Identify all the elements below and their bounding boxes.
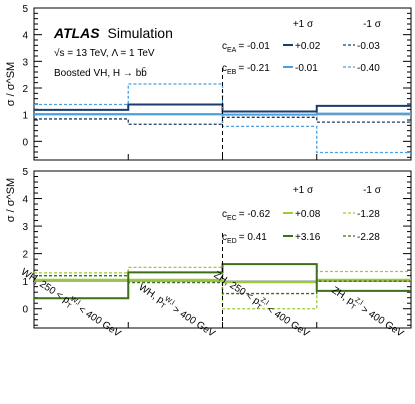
legend-rows: cEC = -0.62 +0.08 -1.28 cED = 0.41 +3.16 -2.28 [222, 209, 380, 245]
legend-coeff-ed: cED = 0.41 [222, 232, 267, 245]
y-tick-label: 4 [22, 195, 28, 206]
legend-minus-header: -1 σ [363, 19, 382, 30]
y-tick-label: 4 [22, 31, 28, 42]
y-tick-label: 0 [22, 305, 28, 316]
series-plus-1sigma-eb [34, 112, 411, 116]
x-tick-label: ZH, 250 < pTZ,l < 400 GeV [211, 268, 313, 341]
y-tick-label: 2 [22, 84, 28, 95]
y-axis-title: σ / σ^SM [5, 62, 17, 106]
legend-minus-value: -2.28 [357, 232, 380, 243]
legend-plus-value: +3.16 [295, 232, 321, 243]
y-ticks: 0 1 2 3 4 5 [22, 4, 412, 160]
y-axis-title: σ / σ^SM [5, 178, 17, 222]
y-tick-label: 1 [22, 277, 28, 288]
legend-coeff-eb: cEB = -0.21 [222, 63, 270, 76]
atlas-label: ATLAS Simulation [53, 25, 173, 41]
legend: +1 σ -1 σ cEA = -0.01 +0.02 -0.03 cEB = -0.21… [222, 19, 382, 76]
x-tick-label: WH, pTW,l > 400 GeV [135, 280, 218, 341]
legend-coeff-ec: cEC = -0.62 [222, 209, 271, 222]
energy-label: √s = 13 TeV, Λ = 1 TeV [54, 47, 155, 59]
y-tick-label: 5 [22, 167, 28, 178]
legend-plus-header: +1 σ [293, 19, 314, 30]
legend-rows: cEA = -0.01 +0.02 -0.03 cEB = -0.21 -0.01 -0.40 [222, 41, 380, 76]
y-tick-label: 3 [22, 57, 28, 68]
y-tick-label: 3 [22, 222, 28, 233]
legend-plus-value: +0.08 [295, 209, 321, 220]
x-tick-label: ZH, pTZ,l > 400 GeV [328, 283, 406, 341]
legend-coeff-ea: cEA = -0.01 [222, 41, 270, 54]
legend-plus-value: -0.01 [295, 63, 318, 74]
legend-minus-header: -1 σ [363, 185, 382, 196]
legend-plus-value: +0.02 [295, 41, 321, 52]
y-tick-label: 1 [22, 111, 28, 122]
legend-plus-header: +1 σ [293, 185, 314, 196]
legend: +1 σ -1 σ cEC = -0.62 +0.08 -1.28 cED = 0.41 +… [222, 185, 382, 245]
panel-bottom: σ / σ^SM 0 1 2 3 4 5 +1 σ -1 σ cEC = -0.62 +0.0… [5, 167, 412, 329]
panel-top: σ / σ^SM 0 1 2 3 4 5 ATLAS Simulation √s = 13… [5, 4, 412, 161]
legend-minus-value: -1.28 [357, 209, 380, 220]
series-layer [34, 83, 411, 154]
y-tick-label: 0 [22, 137, 28, 148]
y-tick-label: 2 [22, 250, 28, 261]
process-label: Boosted VH, H → bb̄ [54, 66, 147, 79]
y-tick-label: 5 [22, 4, 28, 15]
legend-minus-value: -0.40 [357, 63, 380, 74]
legend-minus-value: -0.03 [357, 41, 380, 52]
series-plus-1sigma-ea [34, 103, 411, 113]
